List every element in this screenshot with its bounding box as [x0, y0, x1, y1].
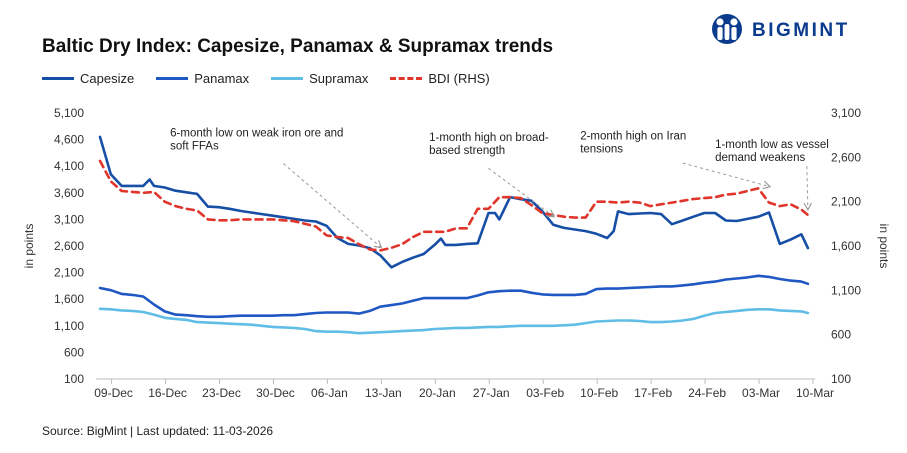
y2-tick-label: 1,600: [831, 239, 861, 253]
legend-label-capesize: Capesize: [80, 70, 135, 86]
bigmint-logo: BIGMINT: [708, 12, 898, 46]
series-line-panamax: [98, 274, 810, 319]
x-tick-label: 20-Jan: [419, 386, 456, 400]
series-line-supramax: [98, 307, 810, 335]
annotation-text-4: 1-month low as vessel demand weakens: [715, 139, 829, 164]
annotation-arrow-1: [283, 163, 380, 248]
legend-item-bdi: BDI (RHS): [390, 70, 490, 86]
logo-text: BIGMINT: [752, 20, 850, 41]
legend-item-capesize: Capesize: [42, 71, 134, 86]
chart-title: Baltic Dry Index: Capesize, Panamax & Su…: [42, 36, 554, 57]
x-tick-label: 13-Jan: [365, 386, 402, 400]
bigmint-logo-icon: [712, 14, 742, 44]
annotation-text-1: 6-month low on weak iron ore and soft FFA…: [170, 127, 343, 152]
y2-tick-label: 2,100: [831, 195, 861, 209]
chart-legend: Capesize Panamax Supramax BDI (RHS): [42, 69, 512, 87]
annotation-text-2: 1-month high on broad-based strength: [429, 132, 549, 157]
legend-item-panamax: Panamax: [156, 71, 249, 86]
annotation-text-3: 2-month high on Iran tensions: [580, 131, 686, 156]
y2-tick-label: 1,100: [831, 283, 861, 297]
y-tick-label: 4,100: [54, 159, 84, 173]
legend-swatch-bdi: [390, 76, 423, 80]
y2-tick-label: 2,600: [831, 150, 861, 164]
legend-item-supramax: Supramax: [271, 71, 368, 86]
legend-label-bdi: BDI (RHS): [428, 70, 490, 86]
series-line-bdi: [98, 159, 810, 252]
x-tick-label: 23-Dec: [202, 386, 241, 400]
annotation-arrow-3: [682, 162, 769, 186]
series-line-capesize: [98, 135, 810, 269]
x-tick-label: 10-Feb: [580, 386, 618, 400]
legend-swatch-panamax: [156, 76, 189, 80]
legend-swatch-supramax: [271, 76, 304, 80]
legend-swatch-capesize: [42, 76, 74, 80]
x-tick-label: 16-Dec: [148, 386, 187, 400]
x-tick-label: 09-Dec: [94, 386, 133, 400]
x-tick-label: 24-Feb: [688, 386, 726, 400]
y-tick-label: 2,600: [54, 239, 84, 253]
y2-tick-label: 600: [831, 328, 851, 342]
y-tick-label: 1,600: [54, 292, 84, 306]
source-note: Source: BigMint | Last updated: 11-03-20…: [42, 424, 274, 438]
y-tick-label: 4,600: [54, 133, 84, 147]
x-tick-label: 03-Mar: [742, 386, 780, 400]
y2-tick-label: 3,100: [831, 106, 861, 120]
y-tick-label: 5,100: [54, 106, 84, 120]
y-tick-label: 2,100: [54, 266, 84, 280]
x-tick-label: 30-Dec: [256, 386, 295, 400]
legend-label-supramax: Supramax: [309, 70, 369, 86]
annotation-arrow-2: [488, 167, 553, 216]
x-tick-label: 27-Jan: [473, 386, 510, 400]
y-tick-label: 3,100: [54, 212, 84, 226]
y-tick-label: 600: [64, 345, 84, 359]
y-tick-label: 1,100: [54, 319, 84, 333]
y-axis-title: in points: [22, 224, 36, 269]
legend-label-panamax: Panamax: [194, 70, 250, 86]
y-tick-label: 3,600: [54, 186, 84, 200]
x-tick-label: 03-Feb: [526, 386, 564, 400]
x-tick-label: 06-Jan: [311, 386, 348, 400]
x-tick-label: 10-Mar: [796, 386, 834, 400]
y-tick-label: 100: [64, 372, 84, 386]
y2-tick-label: 100: [831, 372, 851, 386]
y2-axis-title: in points: [877, 224, 891, 269]
annotation-arrow-4: [807, 166, 808, 209]
x-tick-label: 17-Feb: [634, 386, 672, 400]
